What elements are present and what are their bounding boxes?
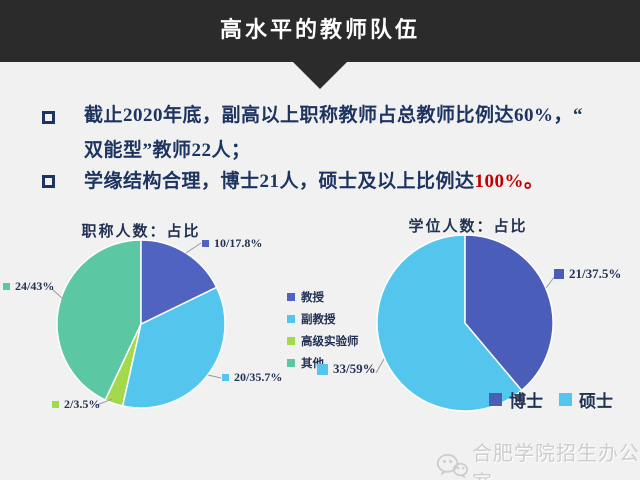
- bullet-square-2: [42, 175, 55, 188]
- pie-slice-1: [121, 286, 226, 409]
- bullet2-highlight: 100%。: [474, 171, 544, 192]
- legend-label: 硕士: [579, 392, 613, 411]
- right-label-master: 33/59%: [317, 361, 376, 377]
- legend-marker: [287, 293, 295, 301]
- label-text: 33/59%: [333, 361, 376, 376]
- pie-slice-3: [56, 239, 142, 402]
- bullet1-line1: 截止2020年底，副高以上职称教师占总教师比例达60%，“: [84, 105, 584, 126]
- right-chart-legend: 博士 硕士: [489, 387, 613, 412]
- leader-line: [96, 398, 113, 406]
- legend-marker: [287, 359, 295, 367]
- marker-square: [317, 363, 328, 375]
- bullet1-line2: 双能型”教师22人；: [84, 140, 251, 161]
- legend-item-professor: 教授: [287, 289, 359, 305]
- leader-line: [545, 275, 556, 289]
- legend-item-phd: 博士: [489, 387, 543, 412]
- pie-slice-0: [140, 239, 218, 326]
- legend-item-assoc-professor: 副教授: [287, 311, 359, 327]
- legend-marker: [489, 393, 502, 406]
- bullet2-text: 学缘结构合理，博士21人，硕士及以上比例达100%。: [84, 169, 624, 195]
- marker-square: [3, 283, 10, 290]
- left-chart-legend: 教授 副教授 高级实验师 其他: [287, 289, 359, 377]
- leader-line: [51, 288, 64, 300]
- pie-slice-1: [376, 234, 523, 412]
- left-label-assoc-professor: 20/35.7%: [222, 370, 282, 385]
- left-label-senior-lab: 2/3.5%: [52, 397, 100, 412]
- bullet2-prefix: 学缘结构合理，博士21人，硕士及以上比例达: [84, 171, 475, 192]
- bullet-square-1: [42, 111, 55, 124]
- label-text: 20/35.7%: [234, 370, 283, 384]
- watermark: 合肥学院招生办公室: [436, 437, 640, 480]
- marker-square: [52, 401, 59, 408]
- label-text: 21/37.5%: [569, 266, 622, 281]
- legend-marker: [559, 393, 572, 406]
- right-label-phd: 21/37.5%: [554, 266, 621, 282]
- label-text: 10/17.8%: [214, 236, 263, 250]
- pie-slice-0: [464, 234, 554, 392]
- left-label-other: 24/43%: [3, 279, 54, 294]
- label-text: 2/3.5%: [64, 397, 101, 411]
- legend-label: 教授: [301, 292, 324, 304]
- marker-square: [222, 374, 229, 381]
- wechat-icon: [436, 454, 468, 479]
- leader-line: [185, 242, 202, 254]
- legend-label: 博士: [509, 392, 543, 411]
- leader-line: [207, 374, 222, 379]
- left-pie-chart: [51, 239, 226, 409]
- legend-item-senior-lab: 高级实验师: [287, 333, 359, 349]
- legend-label: 高级实验师: [301, 336, 359, 348]
- marker-square: [554, 269, 564, 279]
- left-chart-title: 职称人数：占比: [81, 224, 201, 240]
- leader-line: [375, 358, 385, 374]
- header-banner: 高水平的教师队伍: [0, 0, 640, 62]
- watermark-text: 合肥学院招生办公室: [472, 443, 640, 480]
- marker-square: [202, 240, 209, 247]
- legend-item-master: 硕士: [559, 387, 613, 412]
- right-pie-chart: [375, 234, 556, 412]
- left-label-professor: 10/17.8%: [202, 236, 262, 251]
- legend-marker: [287, 315, 295, 323]
- header-pointer-triangle: [293, 62, 347, 89]
- label-text: 24/43%: [15, 279, 55, 293]
- page-title: 高水平的教师队伍: [219, 17, 420, 42]
- legend-marker: [287, 337, 295, 345]
- legend-label: 副教授: [301, 314, 336, 326]
- right-chart-title: 学位人数：占比: [408, 219, 528, 235]
